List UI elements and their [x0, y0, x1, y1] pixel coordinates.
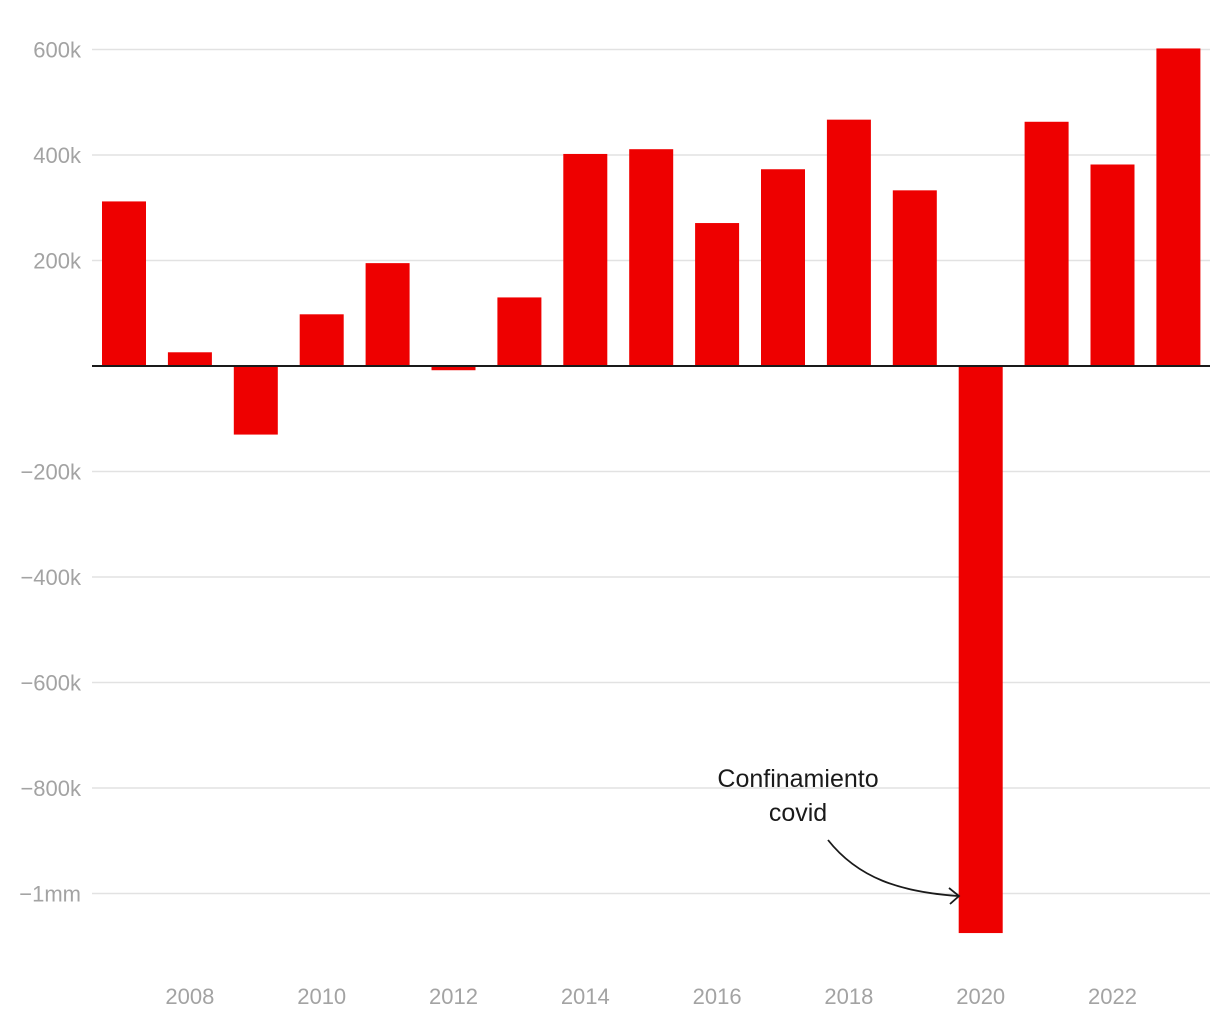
bar-2008 [167, 352, 212, 366]
x-axis-ticks: 2008 2010 2012 2014 2016 2018 2020 2022 [165, 984, 1137, 1009]
annotation-arrow [827, 839, 959, 897]
y-tick-label: 400k [33, 143, 82, 168]
y-tick-label: −400k [20, 565, 82, 590]
bar-2017 [761, 169, 805, 366]
bar-2009 [233, 366, 278, 435]
bar-2020 [958, 366, 1003, 934]
x-tick-label: 2020 [956, 984, 1005, 1009]
bar-2015 [629, 149, 674, 366]
x-tick-label: 2012 [429, 984, 478, 1009]
bar-2018 [826, 119, 871, 366]
bar-2022 [1090, 164, 1135, 366]
annotation-arrowhead [948, 887, 961, 905]
bar-2013 [497, 297, 542, 366]
bar-2021 [1024, 121, 1069, 366]
annotation: Confinamiento covid [717, 765, 961, 905]
annotation-line-2: covid [769, 799, 827, 827]
y-tick-label: −1mm [19, 882, 81, 907]
bar-2019 [892, 190, 937, 366]
x-tick-label: 2008 [165, 984, 214, 1009]
y-tick-label: −200k [20, 460, 82, 485]
y-tick-label: 200k [33, 249, 82, 274]
bar-2012 [431, 366, 476, 371]
bar-2007 [102, 201, 146, 366]
x-tick-label: 2018 [824, 984, 873, 1009]
y-axis-ticks: 600k 400k 200k −200k −400k −600k −800k −1mm [19, 38, 82, 907]
x-tick-label: 2016 [693, 984, 742, 1009]
bar-2016 [695, 223, 740, 366]
bar-2014 [563, 153, 608, 366]
y-tick-label: 600k [33, 38, 82, 63]
x-tick-label: 2014 [561, 984, 610, 1009]
bar-2011 [365, 263, 410, 366]
bars [102, 48, 1201, 934]
x-tick-label: 2010 [297, 984, 346, 1009]
y-tick-label: −600k [20, 671, 82, 696]
y-tick-label: −800k [20, 776, 82, 801]
x-tick-label: 2022 [1088, 984, 1137, 1009]
bar-2023 [1156, 48, 1201, 366]
annotation-line-1: Confinamiento [717, 765, 878, 793]
bar-2010 [299, 314, 344, 366]
